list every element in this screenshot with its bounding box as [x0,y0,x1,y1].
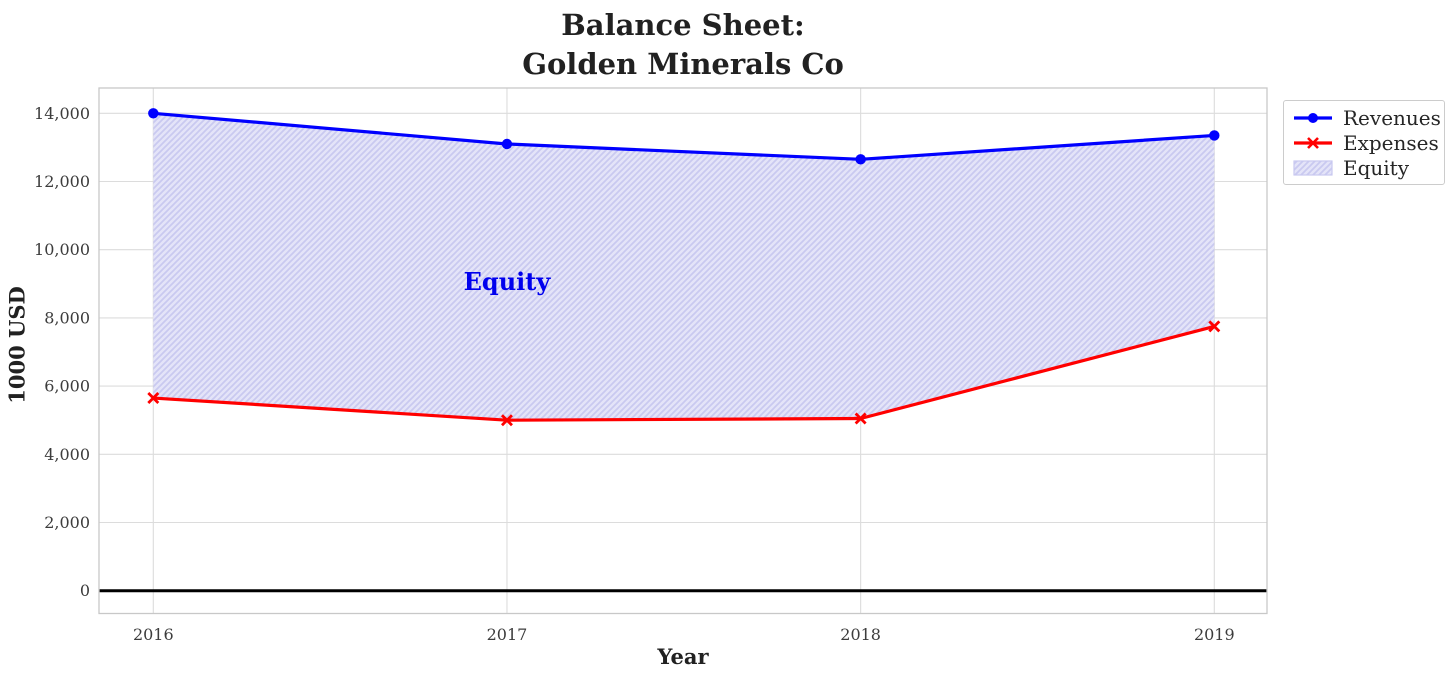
y-tick-label: 12,000 [34,172,90,191]
y-tick-label: 0 [80,581,90,600]
equity-area [153,113,1215,421]
y-tick-label: 4,000 [44,445,90,464]
legend-row-revenues: Revenues [1293,105,1441,130]
legend-label-equity: Equity [1343,155,1410,180]
revenues-marker [1209,130,1220,141]
chart-title-line1: Balance Sheet: [561,8,805,42]
legend-label-expenses: Expenses [1343,130,1439,155]
y-tick-label: 6,000 [44,377,90,396]
revenues-line [153,111,1215,161]
equity-hatch-icon [1293,159,1333,176]
revenues-marker [148,108,159,119]
expenses-line [153,324,1215,422]
y-tick-label: 14,000 [34,104,90,123]
legend-row-expenses: Expenses [1293,130,1439,155]
x-tick-label: 2018 [840,625,881,644]
x-tick-label: 2016 [133,625,174,644]
y-axis-label: 1000 USD [4,286,30,404]
plot-border [98,87,1268,615]
chart-title-line2: Golden Minerals Co [522,47,844,81]
expenses-marker [854,412,867,425]
chart-title: Balance Sheet: Golden Minerals Co [99,6,1267,84]
expenses-line-icon [1294,136,1332,149]
x-axis-label: Year [657,644,709,669]
x-tick-label: 2019 [1194,625,1235,644]
expenses-marker [1208,320,1221,333]
legend-row-equity: Equity [1293,155,1435,180]
equity-annotation: Equity [464,267,552,296]
legend-label-revenues: Revenues [1343,105,1441,130]
y-tick-label: 10,000 [34,240,90,259]
expenses-marker [500,414,513,427]
y-tick-label: 2,000 [44,513,90,532]
y-tick-label: 8,000 [44,308,90,327]
expenses-marker [147,392,160,405]
legend: Revenues Expenses Equity [1283,100,1445,185]
x-tick-label: 2017 [487,625,528,644]
revenues-marker [855,154,866,165]
revenues-line-icon [1294,112,1332,123]
revenues-marker [501,138,513,150]
